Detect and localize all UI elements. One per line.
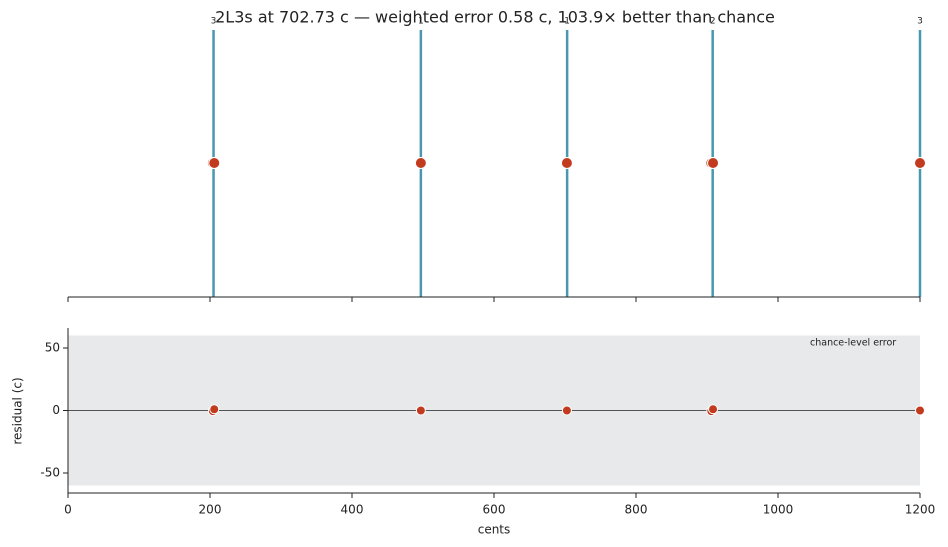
residual-dot	[415, 405, 426, 416]
x-tick-label: 1000	[763, 503, 794, 517]
interval-label: 2	[710, 17, 716, 27]
interval-label: 1	[564, 17, 570, 27]
interval-dot	[914, 157, 926, 169]
y-tick-label: 0	[52, 403, 60, 417]
interval-dot	[414, 157, 427, 169]
x-tick-label: 600	[483, 503, 506, 517]
x-tick-label: 1200	[905, 503, 936, 517]
residual-dot	[708, 404, 719, 415]
residual-dot	[209, 404, 220, 415]
legend-swatch	[778, 339, 802, 346]
residual-dot	[561, 405, 572, 416]
interval-label: 3	[211, 17, 217, 27]
y-tick-label: 50	[45, 341, 60, 355]
chart-title: 2L3s at 702.73 c — weighted error 0.58 c…	[215, 8, 775, 27]
x-tick-label: 200	[199, 503, 222, 517]
legend-label: chance-level error	[810, 338, 896, 349]
x-tick-label: 0	[64, 503, 72, 517]
interval-dot	[208, 157, 221, 169]
x-tick-label: 400	[341, 503, 364, 517]
interval-dot	[560, 157, 573, 169]
interval-label: 1	[418, 17, 424, 27]
residual-dot	[915, 405, 925, 416]
y-axis-label: residual (c)	[11, 377, 25, 444]
interval-dot	[707, 157, 720, 169]
x-axis-label: cents	[478, 523, 511, 537]
x-tick-label: 800	[625, 503, 648, 517]
interval-label: 3	[917, 17, 923, 27]
y-tick-label: -50	[40, 466, 60, 480]
